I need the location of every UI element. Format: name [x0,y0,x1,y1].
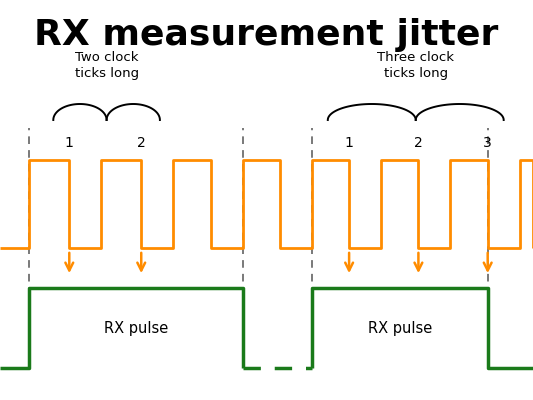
Text: 1: 1 [65,136,74,150]
Text: 2: 2 [137,136,146,150]
Text: 2: 2 [414,136,423,150]
Text: 3: 3 [483,136,492,150]
Text: Two clock
ticks long: Two clock ticks long [75,51,139,80]
Text: RX pulse: RX pulse [368,320,432,336]
Text: RX pulse: RX pulse [104,320,168,336]
Text: 1: 1 [345,136,353,150]
Text: RX measurement jitter: RX measurement jitter [34,18,499,52]
Text: Three clock
ticks long: Three clock ticks long [377,51,454,80]
